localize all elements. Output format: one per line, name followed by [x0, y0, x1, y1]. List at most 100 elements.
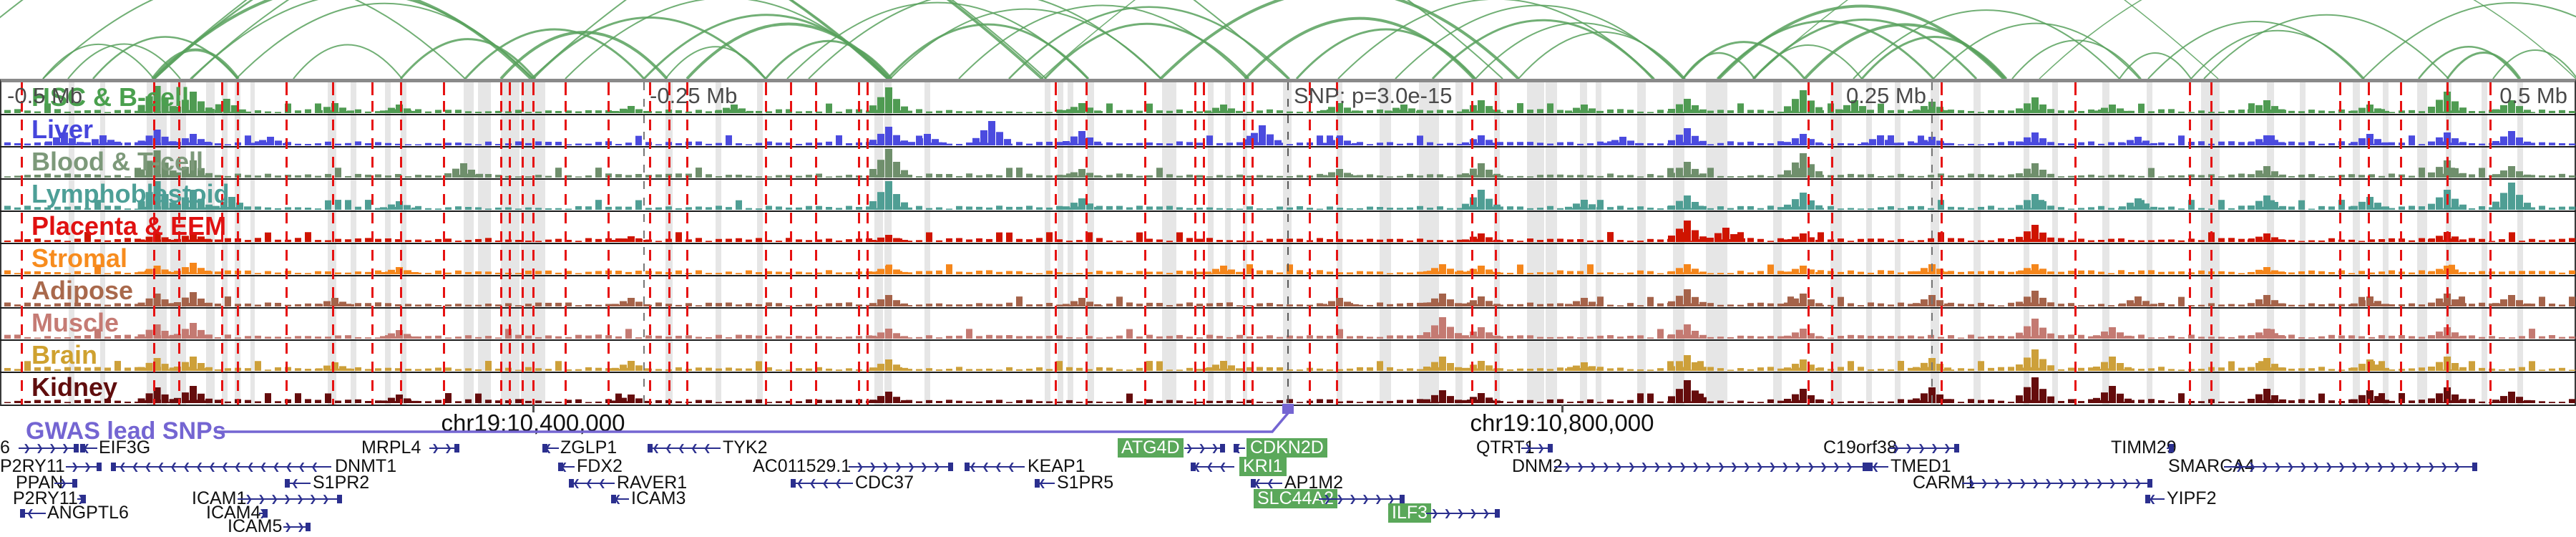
- signal-peak: [182, 392, 189, 403]
- signal-noise: [2569, 270, 2575, 274]
- gene-model: ❯❯❯❯❯❯❯❯❯❯❯❯❯❯❯❯❯❯❯❯❯❯❯: [1554, 461, 1868, 473]
- gene-model-line: [558, 466, 575, 468]
- signal-noise: [24, 238, 31, 242]
- gene-label: KRI1: [1239, 457, 1287, 476]
- signal-peak: [2374, 108, 2381, 113]
- signal-peak: [940, 142, 947, 145]
- signal-noise: [1517, 264, 1523, 274]
- signal-peak: [2248, 205, 2255, 210]
- signal-noise: [1447, 208, 1453, 210]
- signal-noise: [575, 305, 582, 306]
- signal-noise: [305, 369, 311, 371]
- signal-peak: [1344, 107, 1351, 113]
- signal-noise: [385, 175, 391, 178]
- signal-noise: [986, 334, 992, 339]
- gene-model: ❮: [285, 478, 311, 489]
- axis-tick-label: -0.5 Mb: [7, 83, 83, 108]
- gene-exon-box: [74, 444, 79, 453]
- signal-noise: [1507, 176, 1513, 178]
- signal-noise: [335, 272, 341, 274]
- signal-peak: [2124, 398, 2132, 403]
- signal-noise: [1707, 208, 1714, 210]
- signal-peak: [1493, 400, 1501, 403]
- signal-noise: [1186, 142, 1193, 145]
- signal-peak: [2279, 110, 2286, 113]
- signal-noise: [2198, 270, 2205, 274]
- signal-noise: [996, 175, 1002, 178]
- signal-noise: [1206, 400, 1213, 403]
- signal-noise: [1226, 208, 1233, 210]
- signal-noise: [946, 368, 952, 371]
- snp-tick: [331, 82, 334, 95]
- signal-noise: [615, 271, 622, 274]
- signal-noise: [2108, 238, 2114, 242]
- signal-noise: [1968, 241, 1974, 242]
- signal-peak: [1913, 142, 1920, 145]
- signal-noise: [2479, 168, 2485, 178]
- signal-noise: [1858, 367, 1864, 371]
- signal-noise: [806, 205, 812, 210]
- signal-noise: [2028, 400, 2034, 403]
- signal-peak: [2428, 271, 2435, 274]
- gene-strand-chevrons: ❮: [26, 508, 39, 518]
- signal-noise: [265, 173, 271, 178]
- signal-noise: [54, 303, 61, 306]
- signal-noise: [1988, 205, 1994, 210]
- signal-peak: [1447, 363, 1454, 371]
- signal-noise: [2529, 361, 2535, 371]
- signal-peak: [323, 301, 331, 306]
- signal-peak: [2500, 136, 2507, 145]
- signal-noise: [1777, 141, 1784, 145]
- signal-noise: [1757, 271, 1764, 274]
- signal-noise: [936, 270, 942, 274]
- signal-noise: [2158, 337, 2165, 339]
- signal-peak: [190, 160, 197, 178]
- signal-noise: [355, 303, 361, 306]
- signal-noise: [74, 271, 81, 274]
- signal-noise: [866, 142, 872, 145]
- signal-noise: [1367, 400, 1373, 403]
- signal-noise: [635, 174, 642, 178]
- signal-noise: [535, 241, 542, 242]
- signal-noise: [2379, 109, 2385, 113]
- gene-label: ZGLP1: [560, 437, 618, 458]
- signal-noise: [465, 335, 472, 339]
- interaction-arc: [464, 28, 645, 79]
- signal-noise: [846, 109, 852, 113]
- signal-noise: [135, 168, 141, 178]
- signal-noise: [1908, 400, 1914, 403]
- signal-noise: [1016, 369, 1023, 371]
- signal-peak: [1936, 364, 1943, 371]
- signal-peak: [2451, 394, 2459, 403]
- signal-noise: [1767, 303, 1774, 306]
- signal-noise: [776, 142, 782, 145]
- signal-noise: [285, 367, 291, 371]
- signal-noise: [1166, 241, 1173, 242]
- signal-noise: [806, 272, 812, 274]
- signal-noise: [1727, 110, 1734, 113]
- signal-peak: [885, 266, 892, 274]
- signal-noise: [956, 205, 962, 210]
- signal-noise: [786, 305, 792, 306]
- signal-peak: [1676, 389, 1683, 403]
- signal-noise: [1216, 302, 1223, 306]
- signal-noise: [1968, 334, 1974, 339]
- signal-noise: [225, 334, 231, 339]
- signal-noise: [1257, 367, 1263, 371]
- signal-noise: [1888, 175, 1894, 178]
- signal-peak: [1328, 107, 1335, 113]
- signal-noise: [14, 175, 21, 178]
- signal-peak: [2031, 97, 2039, 113]
- signal-noise: [1707, 273, 1714, 274]
- signal-noise: [1186, 174, 1193, 178]
- gene-model: ❯❯❯: [1184, 442, 1225, 454]
- signal-noise: [425, 240, 431, 242]
- signal-peak: [205, 142, 213, 145]
- signal-noise: [1156, 271, 1163, 274]
- signal-noise: [94, 174, 101, 178]
- signal-noise: [425, 401, 431, 403]
- signal-peak: [1944, 367, 1951, 371]
- signal-noise: [2158, 271, 2165, 274]
- signal-noise: [495, 144, 502, 145]
- signal-noise: [2489, 110, 2495, 113]
